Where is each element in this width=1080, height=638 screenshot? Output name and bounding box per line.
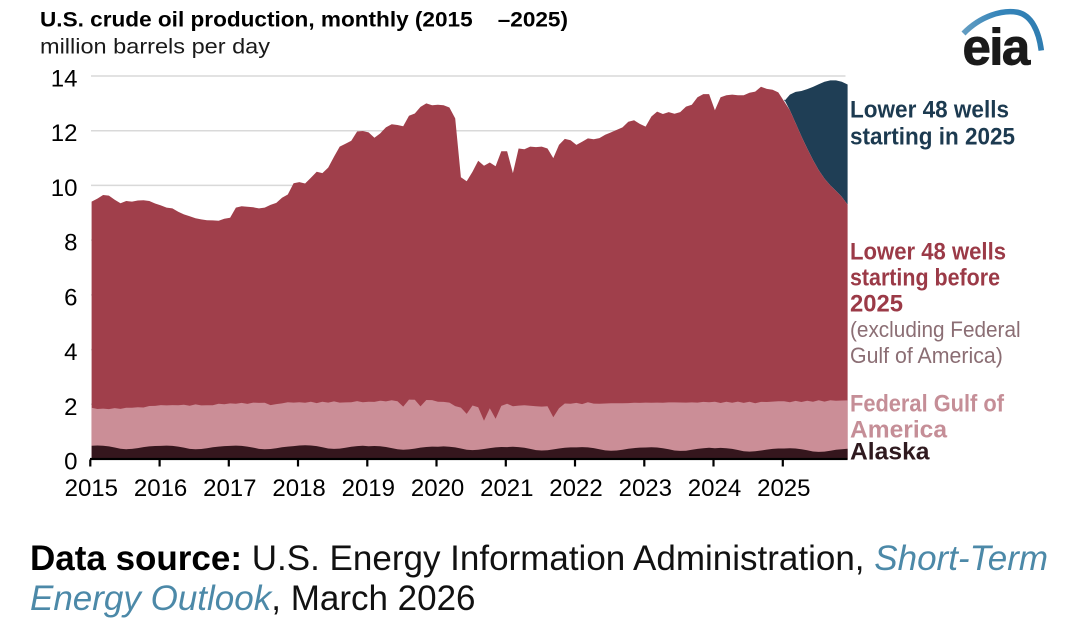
svg-text:2019: 2019 (342, 475, 395, 502)
svg-text:2: 2 (64, 394, 77, 421)
svg-text:Alaska: Alaska (850, 439, 930, 466)
svg-text:0: 0 (64, 449, 77, 476)
svg-text:2020: 2020 (411, 475, 464, 502)
svg-text:million barrels per day: million barrels per day (40, 36, 271, 59)
svg-text:6: 6 (64, 284, 77, 311)
svg-text:Data source: U.S. Energy Infor: Data source: U.S. Energy Information Adm… (30, 539, 1048, 578)
svg-text:2024: 2024 (688, 475, 741, 502)
svg-text:2025: 2025 (850, 291, 903, 318)
svg-text:12: 12 (51, 120, 78, 147)
svg-text:2015: 2015 (65, 475, 118, 502)
svg-text:Lower 48 wells: Lower 48 wells (850, 97, 1009, 124)
svg-text:Gulf of America): Gulf of America) (850, 343, 1003, 368)
svg-text:2018: 2018 (272, 475, 325, 502)
svg-text:2025: 2025 (757, 475, 810, 502)
svg-text:2016: 2016 (134, 475, 187, 502)
svg-text:8: 8 (64, 230, 77, 257)
svg-text:2022: 2022 (549, 475, 602, 502)
svg-text:Federal Gulf of: Federal Gulf of (850, 391, 1005, 418)
svg-text:Lower 48 wells: Lower 48 wells (850, 239, 1006, 266)
svg-text:U.S. crude oil production, mon: U.S. crude oil production, monthly (2015… (40, 9, 568, 32)
svg-text:starting before: starting before (850, 265, 1000, 292)
svg-text:2021: 2021 (480, 475, 533, 502)
svg-text:Energy Outlook, March 2026: Energy Outlook, March 2026 (30, 579, 476, 618)
svg-text:2017: 2017 (203, 475, 256, 502)
svg-text:eia: eia (963, 19, 1031, 76)
svg-text:10: 10 (51, 175, 78, 202)
svg-text:America: America (850, 417, 948, 444)
svg-text:starting in 2025: starting in 2025 (850, 124, 1015, 151)
svg-text:4: 4 (64, 339, 77, 366)
svg-text:14: 14 (51, 66, 78, 93)
svg-text:2023: 2023 (619, 475, 672, 502)
svg-text:(excluding Federal: (excluding Federal (850, 317, 1021, 342)
